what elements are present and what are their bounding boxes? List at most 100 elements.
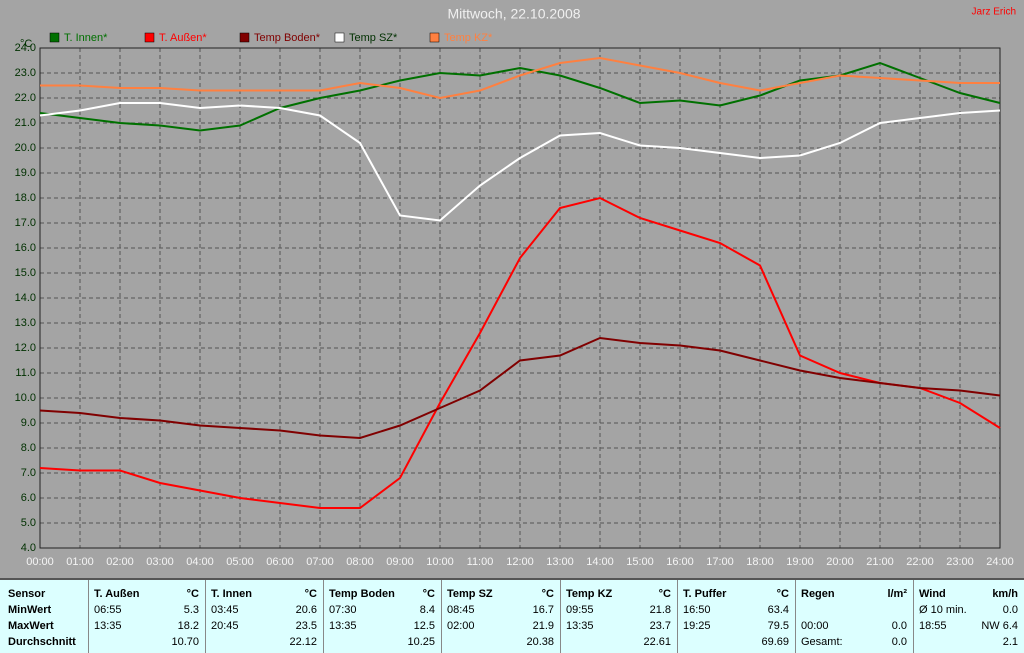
table-cell: l/m²	[887, 588, 907, 600]
y-tick-label: 4.0	[21, 542, 36, 554]
y-tick-label: 17.0	[15, 217, 36, 229]
table-cell: 2.1	[1002, 636, 1018, 648]
series-line	[40, 56, 1000, 100]
y-tick-label: 13.0	[15, 317, 36, 329]
y-tick-label: 6.0	[21, 492, 36, 504]
table-cell: 20.38	[526, 636, 554, 648]
y-tick-label: 21.0	[15, 117, 36, 129]
table-cell: °C	[658, 588, 671, 600]
table-cell: °C	[422, 588, 435, 600]
x-tick-label: 12:00	[506, 556, 534, 568]
x-tick-label: 17:00	[706, 556, 734, 568]
x-tick-label: 11:00	[467, 556, 494, 568]
x-tick-label: 24:00	[986, 556, 1014, 568]
table-cell: 13:35	[566, 620, 594, 632]
table-cell: 20.6	[295, 604, 317, 616]
legend-label: T. Innen*	[64, 32, 108, 44]
legend-swatch	[239, 32, 250, 43]
x-tick-label: 02:00	[106, 556, 134, 568]
table-cell: Temp Boden	[329, 588, 395, 600]
x-tick-label: 19:00	[786, 556, 814, 568]
x-tick-label: 05:00	[226, 556, 254, 568]
y-tick-label: 8.0	[21, 442, 36, 454]
table-cell: Ø 10 min.	[919, 604, 967, 616]
table-cell: 02:00	[447, 620, 475, 632]
x-tick-label: 03:00	[146, 556, 174, 568]
table-cell: MaxWert	[8, 620, 54, 632]
column-separator	[205, 580, 206, 653]
x-tick-label: 15:00	[626, 556, 654, 568]
x-tick-label: 00:00	[26, 556, 54, 568]
x-tick-label: 16:00	[666, 556, 694, 568]
table-cell: 0.0	[891, 620, 907, 632]
series-line	[39, 196, 1001, 509]
table-cell: Temp SZ	[447, 588, 493, 600]
table-cell: 21.9	[532, 620, 554, 632]
table-cell: 22.61	[643, 636, 671, 648]
table-cell: 18:55	[919, 620, 947, 632]
table-cell: °C	[541, 588, 554, 600]
table-cell: Wind	[919, 588, 946, 600]
column-separator	[913, 580, 914, 653]
x-tick-label: 01:00	[66, 556, 94, 568]
y-tick-label: 10.0	[15, 392, 36, 404]
table-cell: 08:45	[447, 604, 475, 616]
x-tick-label: 04:00	[186, 556, 214, 568]
table-cell: °C	[186, 588, 199, 600]
column-separator	[88, 580, 89, 653]
table-cell: 10.25	[407, 636, 435, 648]
x-tick-label: 08:00	[346, 556, 374, 568]
column-separator	[323, 580, 324, 653]
table-cell: 09:55	[566, 604, 594, 616]
table-cell: 03:45	[211, 604, 239, 616]
y-tick-label: 23.0	[15, 67, 36, 79]
table-cell: Regen	[801, 588, 835, 600]
x-tick-label: 20:00	[826, 556, 854, 568]
column-separator	[441, 580, 442, 653]
table-cell: T. Innen	[211, 588, 252, 600]
table-cell: 00:00	[801, 620, 829, 632]
x-tick-label: 22:00	[906, 556, 934, 568]
table-cell: 16:50	[683, 604, 711, 616]
x-tick-label: 18:00	[746, 556, 774, 568]
table-cell: MinWert	[8, 604, 52, 616]
table-cell: km/h	[992, 588, 1018, 600]
table-cell: 5.3	[183, 604, 199, 616]
y-tick-label: 19.0	[15, 167, 36, 179]
table-cell: 16.7	[532, 604, 554, 616]
legend-swatch	[429, 32, 440, 43]
y-tick-label: 15.0	[15, 267, 36, 279]
legend-label: Temp KZ*	[444, 32, 493, 44]
table-cell: 10.70	[171, 636, 199, 648]
table-cell: Temp KZ	[566, 588, 613, 600]
table-cell: °C	[304, 588, 317, 600]
y-tick-label: 7.0	[21, 467, 36, 479]
table-cell: 63.4	[767, 604, 789, 616]
chart-title: Mittwoch, 22.10.2008	[447, 6, 580, 22]
table-cell: T. Außen	[94, 588, 140, 600]
plot-frame	[39, 47, 1001, 549]
table-cell: 0.0	[1002, 604, 1018, 616]
table-cell: 13:35	[94, 620, 122, 632]
y-axis-label: °C	[20, 38, 32, 50]
x-tick-label: 06:00	[266, 556, 294, 568]
table-cell: 23.5	[295, 620, 317, 632]
x-tick-label: 07:00	[306, 556, 334, 568]
table-cell: 0.0	[891, 636, 907, 648]
x-tick-label: 23:00	[946, 556, 974, 568]
table-cell: 22.12	[289, 636, 317, 648]
x-tick-label: 13:00	[546, 556, 574, 568]
table-cell: 06:55	[94, 604, 122, 616]
y-tick-label: 20.0	[15, 142, 36, 154]
chart: Mittwoch, 22.10.2008 Jarz Erich °C 4.0 5.…	[15, 6, 1016, 568]
table-cell: NW 6.4	[981, 620, 1018, 632]
y-tick-label: 22.0	[15, 92, 36, 104]
table-cell: 13:35	[329, 620, 357, 632]
table-cell: Sensor	[8, 588, 46, 600]
table-cell: 21.8	[649, 604, 671, 616]
table-cell: T. Puffer	[683, 588, 727, 600]
legend-label: Temp Boden*	[254, 32, 321, 44]
x-tick-label: 14:00	[586, 556, 614, 568]
legend-swatch	[144, 32, 155, 43]
series-line	[39, 336, 1001, 440]
